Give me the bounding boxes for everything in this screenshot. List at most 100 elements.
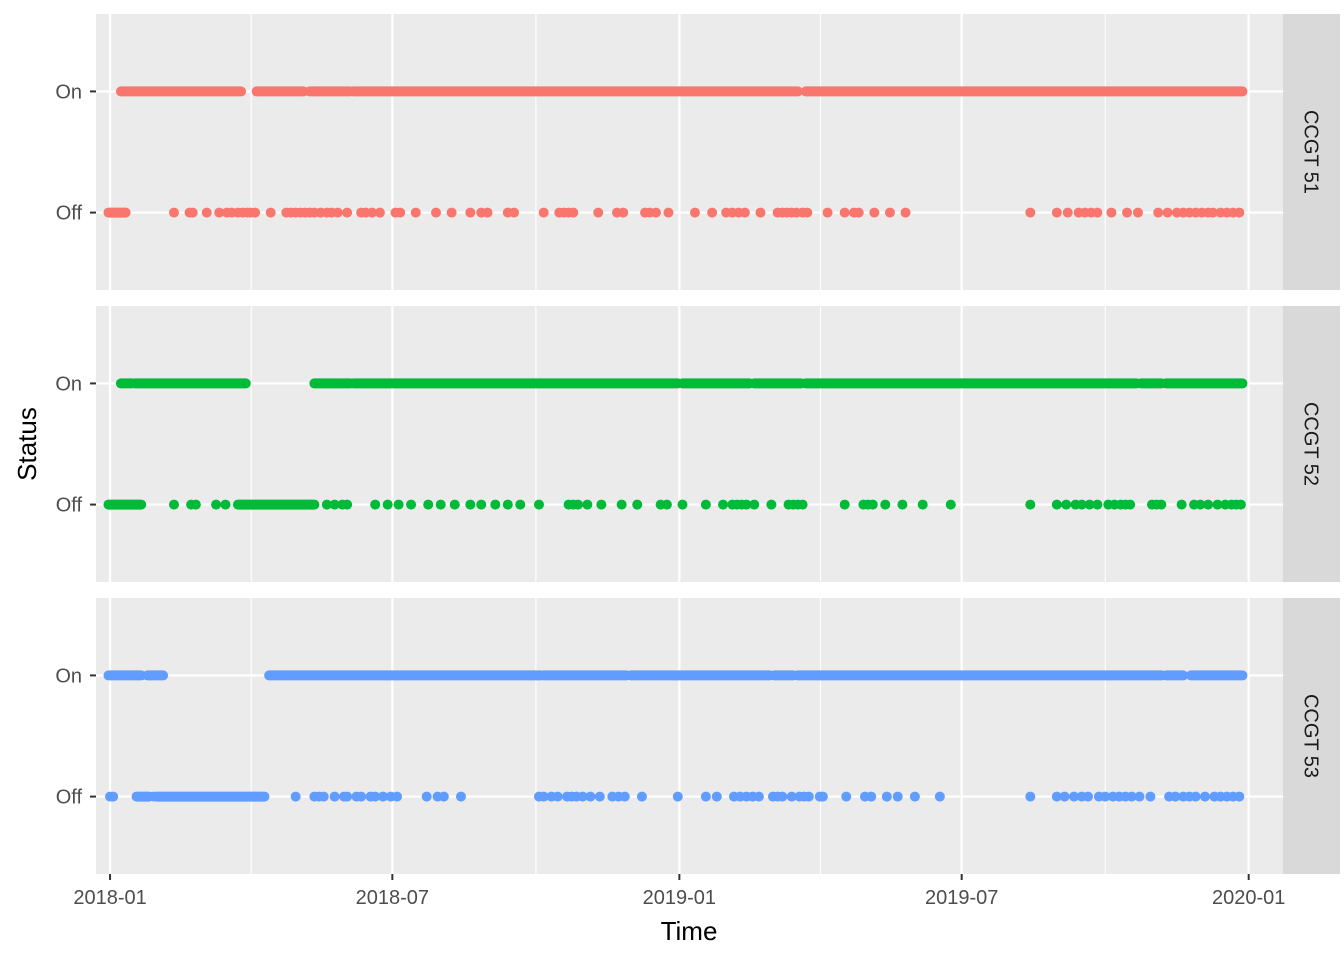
off-point bbox=[839, 499, 850, 510]
off-point bbox=[1061, 499, 1072, 510]
off-point bbox=[465, 499, 476, 510]
x-axis: 2018-01 2018-07 2019-01 2019-07 2020-01 bbox=[73, 874, 1285, 909]
off-point bbox=[168, 207, 179, 218]
off-point bbox=[739, 207, 750, 218]
off-point bbox=[342, 791, 353, 802]
off-point bbox=[1156, 499, 1167, 510]
off-point bbox=[1235, 499, 1246, 510]
off-point bbox=[577, 791, 588, 802]
off-point bbox=[329, 791, 340, 802]
off-point bbox=[786, 791, 797, 802]
x-tick-label: 2019-07 bbox=[925, 887, 998, 909]
off-point bbox=[1062, 207, 1073, 218]
off-point bbox=[661, 499, 672, 510]
off-point bbox=[318, 791, 329, 802]
off-point bbox=[1212, 499, 1223, 510]
off-point bbox=[822, 207, 833, 218]
off-point bbox=[1051, 791, 1062, 802]
panel-background bbox=[96, 598, 1283, 874]
off-point bbox=[533, 499, 544, 510]
panel-background bbox=[96, 14, 1283, 290]
off-point bbox=[897, 499, 908, 510]
off-point bbox=[672, 791, 683, 802]
off-point bbox=[884, 207, 895, 218]
off-point bbox=[410, 207, 421, 218]
off-point bbox=[636, 791, 647, 802]
off-point bbox=[370, 499, 381, 510]
off-point bbox=[892, 791, 903, 802]
off-point bbox=[1190, 791, 1201, 802]
off-point bbox=[552, 791, 563, 802]
off-point bbox=[1134, 791, 1145, 802]
off-point bbox=[220, 499, 231, 510]
y-tick-label: Off bbox=[56, 203, 83, 225]
y-tick-label: Off bbox=[56, 495, 83, 517]
off-point bbox=[741, 499, 752, 510]
facet-panel: Off On CCGT 52 bbox=[55, 306, 1340, 582]
y-tick-label: On bbox=[55, 665, 82, 687]
off-point bbox=[214, 207, 225, 218]
off-point bbox=[1051, 207, 1062, 218]
off-point bbox=[187, 207, 198, 218]
off-point bbox=[596, 499, 607, 510]
off-point bbox=[1084, 499, 1095, 510]
off-point bbox=[1125, 499, 1136, 510]
off-point bbox=[455, 791, 466, 802]
y-tick-label: On bbox=[55, 373, 82, 395]
off-point bbox=[1153, 207, 1164, 218]
off-point bbox=[593, 207, 604, 218]
strip-label: CCGT 52 bbox=[1300, 402, 1322, 486]
off-point bbox=[1207, 207, 1218, 218]
off-point bbox=[201, 207, 212, 218]
off-point bbox=[753, 791, 764, 802]
x-axis-title: Time bbox=[661, 916, 718, 946]
off-point bbox=[515, 499, 526, 510]
off-point bbox=[839, 207, 850, 218]
off-point bbox=[148, 791, 159, 802]
off-point bbox=[1051, 499, 1062, 510]
off-point bbox=[290, 791, 301, 802]
off-point bbox=[802, 207, 813, 218]
off-point bbox=[594, 791, 605, 802]
off-point bbox=[841, 791, 852, 802]
off-point bbox=[1176, 499, 1187, 510]
off-point bbox=[1234, 207, 1245, 218]
off-point bbox=[1083, 791, 1094, 802]
off-point bbox=[342, 499, 353, 510]
off-point bbox=[108, 791, 119, 802]
off-point bbox=[585, 791, 596, 802]
off-point bbox=[853, 207, 864, 218]
y-axis-title: Status bbox=[12, 407, 42, 481]
off-point bbox=[934, 791, 945, 802]
off-point bbox=[423, 499, 434, 510]
x-tick-label: 2019-01 bbox=[643, 887, 716, 909]
off-point bbox=[465, 207, 476, 218]
off-point bbox=[900, 207, 911, 218]
off-point bbox=[1025, 207, 1036, 218]
off-point bbox=[342, 207, 353, 218]
off-point bbox=[766, 499, 777, 510]
off-point bbox=[1200, 791, 1211, 802]
off-point bbox=[392, 791, 403, 802]
y-tick-label: On bbox=[55, 81, 82, 103]
off-point bbox=[265, 207, 276, 218]
strip-background bbox=[1283, 14, 1340, 290]
off-point bbox=[250, 207, 261, 218]
off-point bbox=[490, 499, 501, 510]
facet-panels: Off On CCGT 51 Off On CCGT 52 Off On CCGT 53 bbox=[55, 14, 1340, 874]
off-point bbox=[880, 499, 891, 510]
off-point bbox=[1203, 499, 1214, 510]
off-point bbox=[866, 791, 877, 802]
off-point bbox=[707, 207, 718, 218]
off-point bbox=[1132, 207, 1143, 218]
panel-background bbox=[96, 306, 1283, 582]
facet-panel: Off On CCGT 51 bbox=[55, 14, 1340, 290]
off-point bbox=[1092, 207, 1103, 218]
off-point bbox=[374, 207, 385, 218]
y-tick-label: Off bbox=[56, 787, 83, 809]
off-point bbox=[382, 499, 393, 510]
off-point bbox=[568, 207, 579, 218]
off-point bbox=[509, 207, 520, 218]
off-point bbox=[619, 791, 630, 802]
off-point bbox=[1076, 499, 1087, 510]
